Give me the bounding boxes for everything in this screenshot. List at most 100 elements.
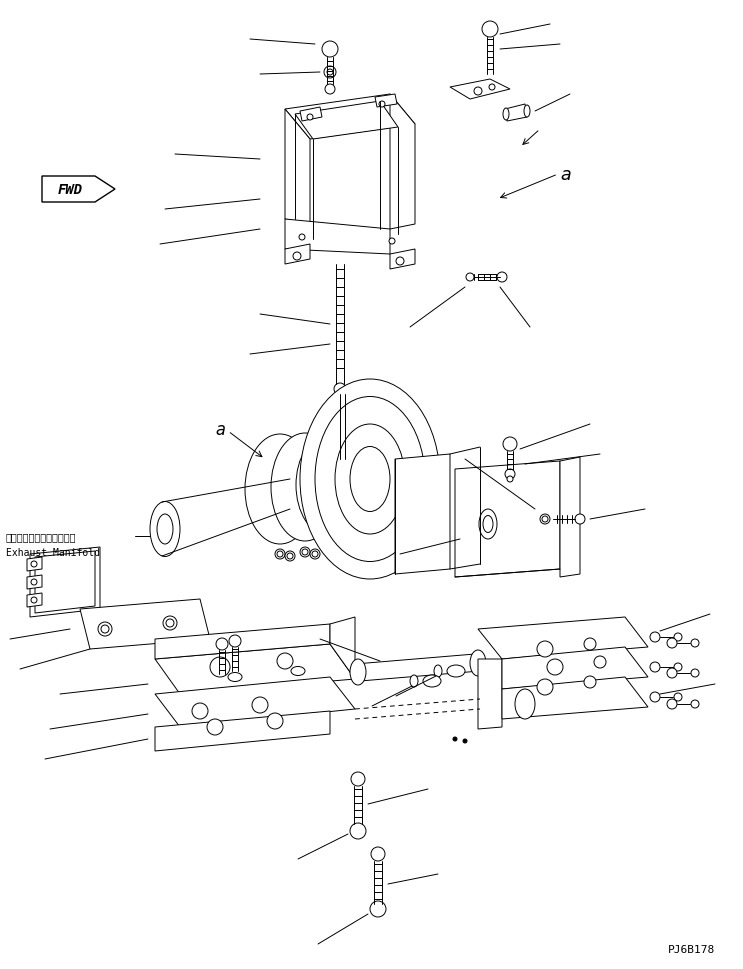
Circle shape — [322, 42, 338, 58]
Polygon shape — [155, 644, 355, 694]
Circle shape — [44, 583, 52, 591]
Ellipse shape — [335, 424, 405, 535]
Circle shape — [31, 561, 37, 568]
Circle shape — [547, 659, 563, 675]
Circle shape — [667, 700, 677, 709]
Polygon shape — [455, 461, 560, 578]
Circle shape — [325, 85, 335, 95]
Circle shape — [540, 515, 550, 524]
Circle shape — [674, 634, 682, 641]
Polygon shape — [27, 593, 42, 608]
Circle shape — [287, 553, 293, 559]
Text: Exhaust Manifold: Exhaust Manifold — [6, 547, 100, 557]
Circle shape — [44, 571, 52, 578]
Circle shape — [667, 669, 677, 678]
Circle shape — [370, 901, 386, 917]
Circle shape — [31, 579, 37, 585]
Circle shape — [229, 636, 241, 647]
Circle shape — [537, 641, 553, 657]
Circle shape — [505, 470, 515, 480]
Polygon shape — [295, 102, 398, 140]
Polygon shape — [35, 551, 95, 613]
Polygon shape — [27, 557, 42, 572]
Circle shape — [691, 701, 699, 708]
Circle shape — [396, 258, 404, 266]
Ellipse shape — [515, 689, 535, 719]
Circle shape — [497, 272, 507, 283]
Text: PJ6B178: PJ6B178 — [668, 944, 715, 954]
Circle shape — [584, 676, 596, 688]
Polygon shape — [450, 79, 510, 100]
Circle shape — [691, 670, 699, 677]
Circle shape — [371, 847, 385, 861]
Circle shape — [207, 719, 223, 735]
Ellipse shape — [483, 516, 493, 533]
Circle shape — [293, 253, 301, 261]
Polygon shape — [30, 547, 100, 617]
Polygon shape — [560, 457, 580, 578]
Circle shape — [192, 703, 208, 719]
Circle shape — [166, 619, 174, 627]
Polygon shape — [42, 176, 115, 203]
Circle shape — [503, 438, 517, 452]
Circle shape — [216, 639, 228, 650]
Polygon shape — [285, 95, 415, 140]
Circle shape — [163, 616, 177, 631]
Ellipse shape — [350, 659, 366, 685]
Ellipse shape — [157, 515, 173, 545]
Ellipse shape — [228, 672, 242, 682]
Circle shape — [312, 551, 318, 557]
Circle shape — [277, 551, 283, 557]
Text: a: a — [560, 166, 571, 184]
Ellipse shape — [245, 434, 315, 545]
Circle shape — [584, 639, 596, 650]
Polygon shape — [390, 250, 415, 269]
Polygon shape — [330, 617, 355, 679]
Circle shape — [275, 549, 285, 559]
Ellipse shape — [300, 380, 440, 579]
Ellipse shape — [296, 435, 360, 536]
Text: a: a — [215, 421, 225, 439]
Circle shape — [300, 547, 310, 557]
Polygon shape — [395, 454, 450, 575]
Ellipse shape — [291, 667, 305, 675]
Circle shape — [267, 713, 283, 730]
Circle shape — [674, 664, 682, 672]
Polygon shape — [80, 600, 210, 649]
Ellipse shape — [524, 106, 530, 118]
Polygon shape — [155, 624, 330, 659]
Circle shape — [302, 549, 308, 555]
Ellipse shape — [503, 109, 509, 121]
Polygon shape — [375, 95, 397, 108]
Circle shape — [594, 656, 606, 669]
Circle shape — [650, 692, 660, 703]
Polygon shape — [355, 654, 480, 681]
Circle shape — [350, 823, 366, 839]
Circle shape — [575, 515, 585, 524]
Circle shape — [463, 739, 467, 743]
Ellipse shape — [479, 510, 497, 540]
Circle shape — [691, 640, 699, 647]
Ellipse shape — [150, 502, 180, 557]
Circle shape — [474, 88, 482, 96]
Polygon shape — [285, 109, 310, 225]
Circle shape — [489, 85, 495, 91]
Ellipse shape — [434, 666, 442, 677]
Circle shape — [674, 693, 682, 702]
Circle shape — [44, 557, 52, 566]
Ellipse shape — [470, 650, 486, 676]
Circle shape — [537, 679, 553, 696]
Circle shape — [334, 384, 346, 395]
Circle shape — [379, 102, 385, 108]
Polygon shape — [478, 617, 648, 659]
Ellipse shape — [350, 447, 390, 512]
Polygon shape — [27, 576, 42, 589]
Circle shape — [324, 67, 336, 78]
Circle shape — [307, 115, 313, 121]
Polygon shape — [505, 105, 527, 122]
Ellipse shape — [423, 675, 441, 687]
Polygon shape — [390, 95, 415, 230]
Circle shape — [310, 549, 320, 559]
Circle shape — [98, 622, 112, 637]
Ellipse shape — [271, 433, 339, 542]
